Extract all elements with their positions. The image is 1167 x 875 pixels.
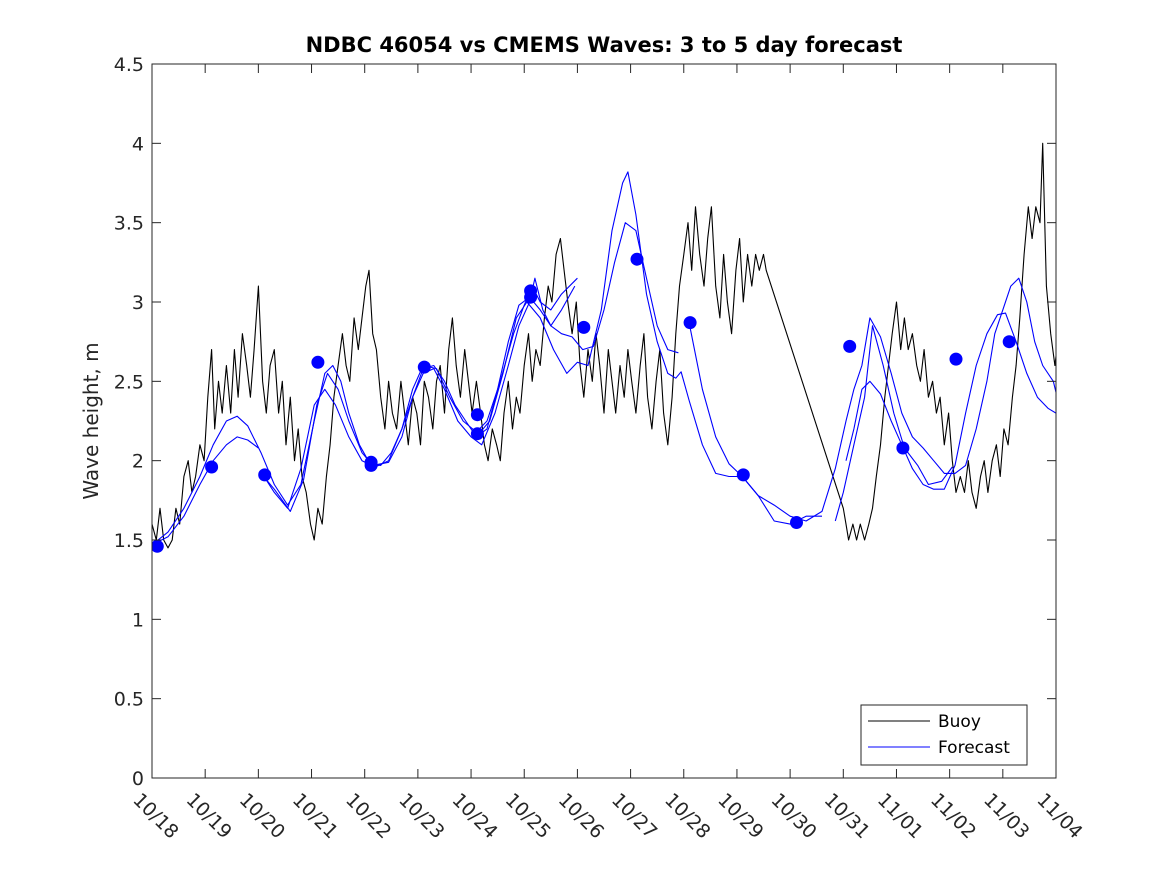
forecast-marker-12 <box>630 252 644 266</box>
y-tick-label-2: 1 <box>132 609 144 631</box>
forecast-marker-3 <box>311 355 325 369</box>
forecast-marker-13 <box>683 316 697 330</box>
forecast-marker-5 <box>364 458 378 472</box>
y-tick-label-9: 4.5 <box>114 54 144 76</box>
forecast-marker-15 <box>790 516 803 529</box>
y-tick-label-8: 4 <box>132 133 144 155</box>
x-tick-label-8: 10/26 <box>554 789 608 843</box>
x-tick-label-1: 10/19 <box>182 789 236 843</box>
x-tick-label-9: 10/27 <box>607 789 661 843</box>
axes-box <box>151 63 1057 779</box>
x-tick-label-2: 10/20 <box>235 789 289 843</box>
marker-layer <box>152 252 1016 553</box>
x-tick-label-15: 11/02 <box>926 789 980 843</box>
y-axis-label: Wave height, m <box>79 342 103 499</box>
legend: Buoy Forecast <box>860 704 1028 766</box>
y-tick-label-7: 3.5 <box>114 213 144 235</box>
x-tick-label-7: 10/25 <box>501 789 555 843</box>
series-line-buoy <box>152 142 1056 549</box>
forecast-marker-6 <box>417 360 431 374</box>
series-line-forecast-6 <box>688 277 1056 522</box>
x-tick-label-5: 10/23 <box>394 789 448 843</box>
y-tick-label-5: 2.5 <box>114 371 144 393</box>
forecast-marker-10 <box>524 290 538 304</box>
x-tick-label-16: 11/03 <box>979 789 1033 843</box>
x-tick-label-3: 10/21 <box>288 789 342 843</box>
x-tick-label-14: 11/01 <box>873 789 927 843</box>
x-tick-label-0: 10/18 <box>128 789 182 843</box>
series-line-forecast-7 <box>845 312 1056 490</box>
forecast-marker-19 <box>1002 335 1016 349</box>
x-tick-label-11: 10/29 <box>713 789 767 843</box>
forecast-marker-14 <box>736 468 750 482</box>
forecast-marker-16 <box>843 339 857 353</box>
x-tick-label-6: 10/24 <box>448 789 502 843</box>
forecast-marker-7 <box>470 408 484 422</box>
x-tick-label-13: 10/31 <box>820 789 874 843</box>
x-tick-label-12: 10/30 <box>767 789 821 843</box>
x-tick-label-4: 10/22 <box>341 789 395 843</box>
y-tick-label-6: 3 <box>132 292 144 314</box>
y-tick-label-4: 2 <box>132 451 144 473</box>
forecast-marker-8 <box>470 427 484 441</box>
y-tick-label-1: 0.5 <box>114 689 144 711</box>
forecast-marker-17 <box>896 441 910 455</box>
x-tick-label-17: 11/04 <box>1032 789 1086 843</box>
chart-title: NDBC 46054 vs CMEMS Waves: 3 to 5 day fo… <box>306 33 903 57</box>
forecast-marker-18 <box>949 352 963 366</box>
forecast-marker-2 <box>258 468 272 482</box>
forecast-marker-1 <box>205 460 219 474</box>
y-tick-label-3: 1.5 <box>114 530 144 552</box>
legend-label-buoy: Buoy <box>938 712 981 732</box>
legend-label-forecast: Forecast <box>938 738 1010 758</box>
y-tick-label-0: 0 <box>132 768 144 790</box>
forecast-marker-0 <box>152 539 164 553</box>
x-tick-label-10: 10/28 <box>660 789 714 843</box>
legend-box <box>860 704 1028 766</box>
series-line-forecast-8 <box>834 325 953 522</box>
forecast-marker-11 <box>577 320 591 334</box>
